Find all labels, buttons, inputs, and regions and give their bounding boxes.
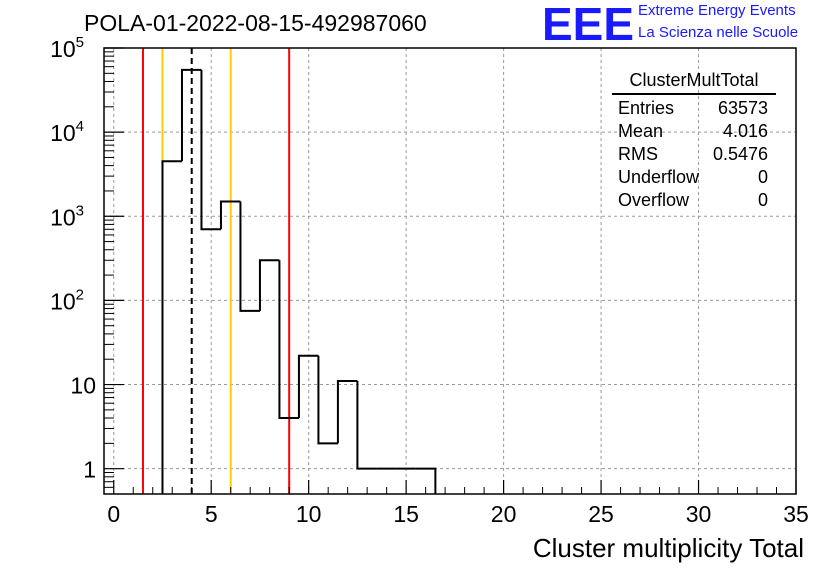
stats-row-entries: Entries 63573 [612,97,776,120]
histogram-bin [336,380,358,444]
histogram-bin [239,201,260,312]
histogram-bin [200,69,221,231]
stats-value: 0 [757,167,768,187]
x-tick-label: 5 [205,501,218,527]
stats-row-overflow: Overflow 0 [612,189,776,212]
y-tick-label: 1 [83,457,96,483]
stats-box: ClusterMultTotal Entries 63573 Mean 4.01… [612,70,776,212]
histogram-bin [278,260,299,420]
histogram-bin [219,200,241,230]
x-tick-label: 0 [107,501,120,527]
stats-label: RMS [618,144,658,164]
x-tick-label: 35 [783,501,809,527]
histogram-bin [317,355,338,445]
x-tick-label: 10 [296,501,322,527]
axis-ticks [104,47,797,495]
stats-title: ClusterMultTotal [612,70,776,95]
logo-line-2: La Scienza nelle Scuole [638,24,799,41]
reference-lines [141,48,291,494]
stats-row-underflow: Underflow 0 [612,166,776,189]
stats-value: 63573 [717,98,768,118]
logo-line-1: Extreme Energy Events [638,2,796,19]
stats-row-mean: Mean 4.016 [612,120,776,143]
histogram-bin [258,259,280,311]
x-tick-label: 25 [588,501,614,527]
plot-frame [103,47,797,495]
y-tick-label: 102 [50,286,84,314]
x-axis-label: Cluster multiplicity Total [532,533,804,563]
y-tick-label: 103 [50,202,84,230]
stats-label: Overflow [618,190,690,210]
histogram-bin [356,381,377,470]
stats-label: Underflow [618,167,700,187]
x-tick-label: 30 [686,501,712,527]
logo-text: EEE [542,2,634,44]
tick-labels: 0 5 10 15 20 25 30 35 1 10 102 103 104 105 [50,34,809,527]
stats-label: Mean [618,121,664,141]
eee-logo: EEE [542,2,634,44]
histogram-bins [161,68,437,494]
chart-title: POLA-01-2022-08-15-492987060 [84,10,427,36]
y-tick-label: 10 [70,373,96,399]
y-tick-label: 105 [50,34,84,62]
stats-value: 0.5476 [712,144,768,164]
x-tick-label: 15 [393,501,419,527]
stats-value: 0 [757,190,768,210]
histogram-bin [161,160,182,494]
histogram-bin [415,467,437,494]
stats-value: 4.016 [722,121,768,141]
y-tick-label: 104 [50,118,84,146]
histogram-bin [297,354,319,419]
stats-row-rms: RMS 0.5476 [612,143,776,166]
histogram-bin [180,68,202,162]
stats-label: Entries [618,98,675,118]
x-tick-label: 20 [491,501,517,527]
